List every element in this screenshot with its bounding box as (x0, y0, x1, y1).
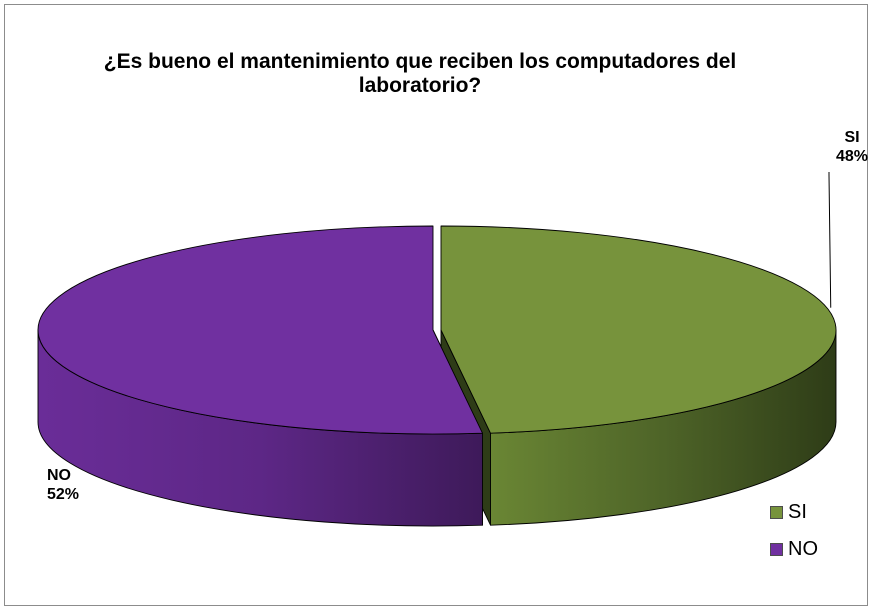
data-label-no-percent: 52% (47, 486, 80, 503)
pie-slice-si (440, 225, 837, 434)
pie-slice-no (37, 225, 483, 435)
legend-item-si: SI (770, 494, 818, 531)
legend-label-si: SI (788, 501, 807, 523)
data-label-si: SI 48% (836, 128, 868, 166)
legend-swatch-si (770, 506, 783, 519)
data-label-si-percent: 48% (836, 148, 869, 165)
legend-item-no: NO (770, 531, 818, 568)
chart-title: ¿Es bueno el mantenimiento que reciben l… (103, 50, 737, 97)
chart-legend: SI NO (770, 494, 818, 568)
legend-label-no: NO (788, 538, 818, 560)
data-label-no: NO 52% (47, 466, 79, 504)
data-label-si-category: SI (844, 129, 860, 146)
leader-line-si (828, 172, 832, 308)
legend-swatch-no (770, 543, 783, 556)
data-label-no-category: NO (47, 467, 71, 484)
